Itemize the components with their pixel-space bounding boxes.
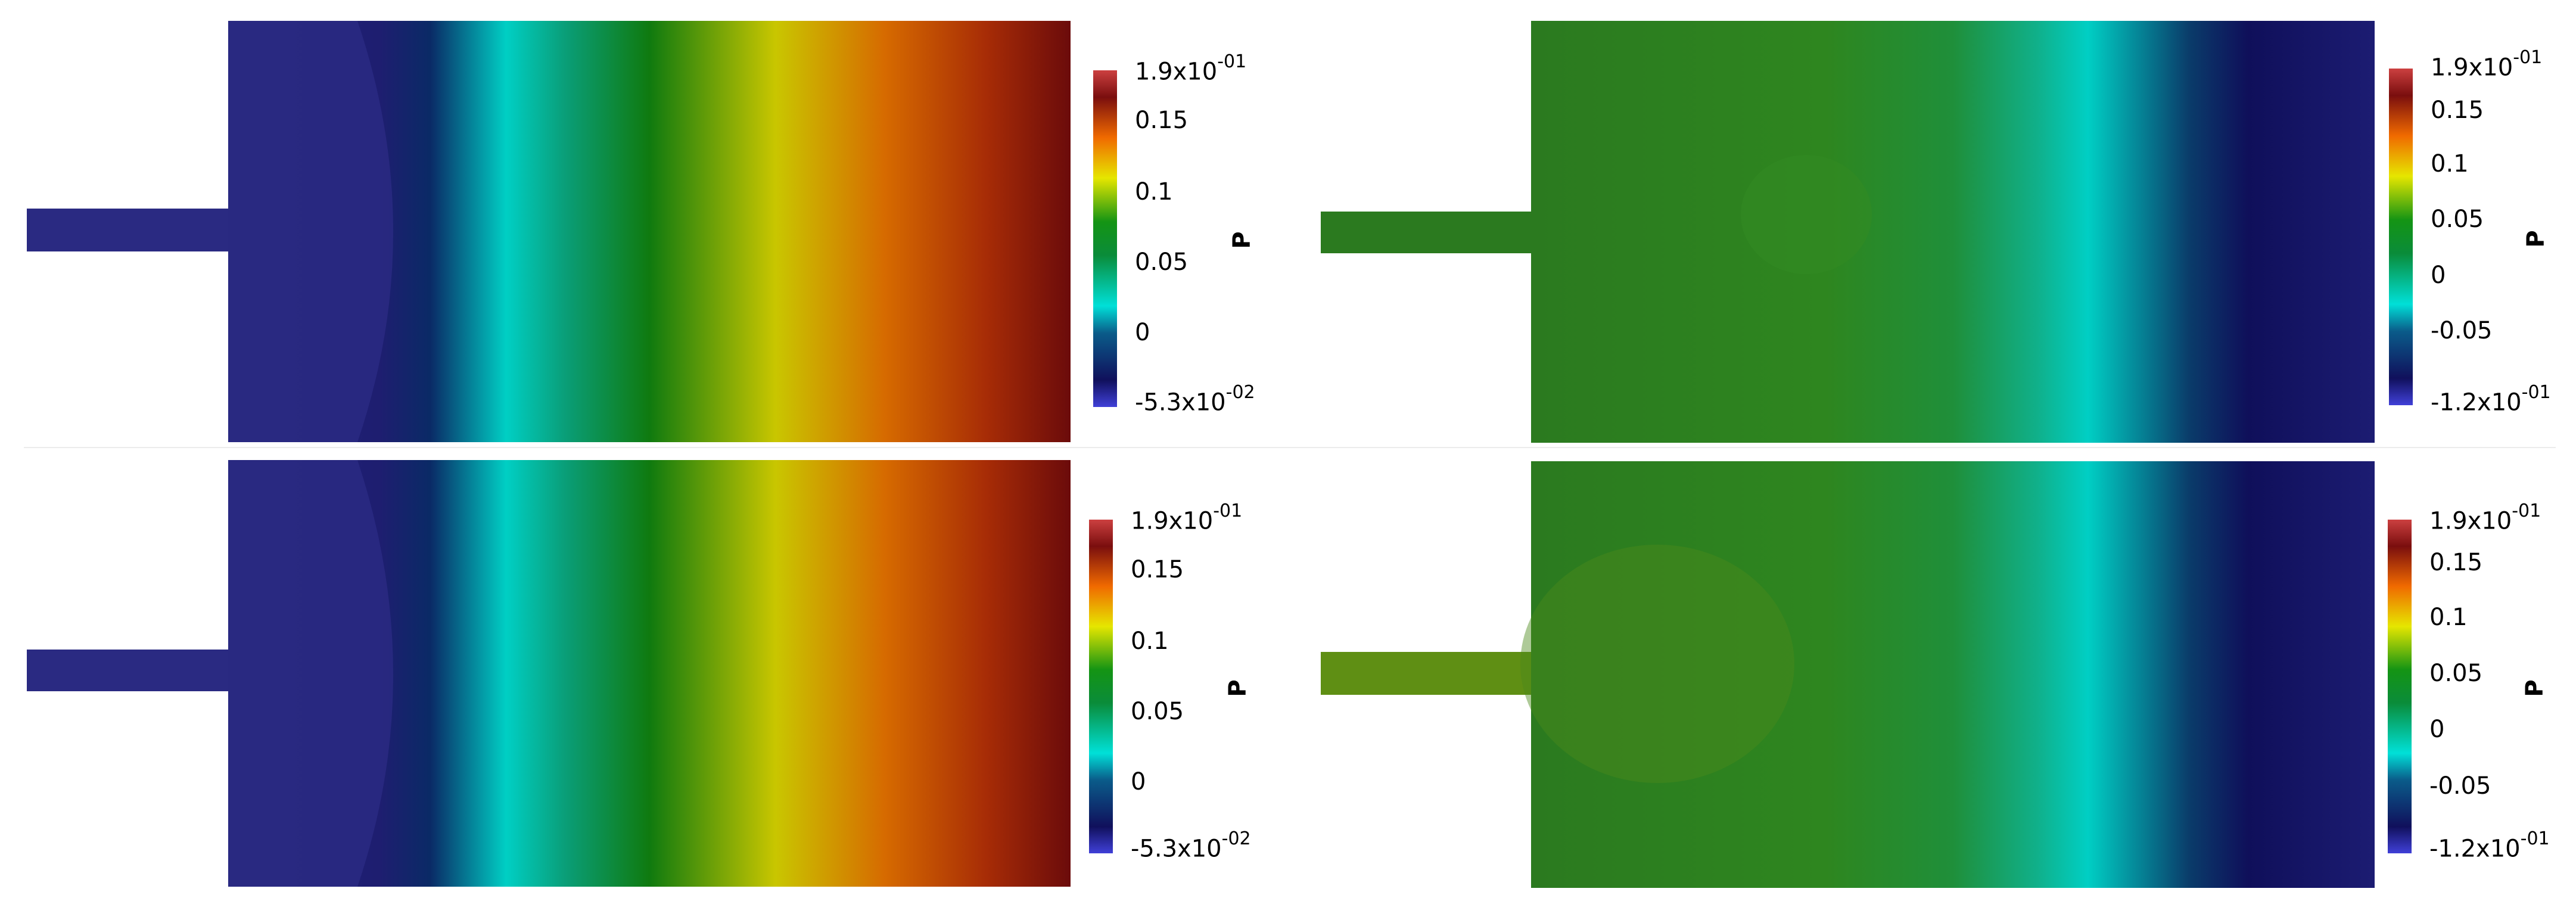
colorbar-title: P [2521, 679, 2549, 697]
jet-core [1741, 155, 1872, 274]
colorbar-tick: 0.1 [2431, 150, 2469, 178]
colorbar-title: P [2522, 230, 2550, 248]
colorbar-tick: -0.05 [2431, 317, 2493, 344]
colorbar-tick: 0 [1135, 319, 1150, 346]
colorbar-tick: 0.15 [1131, 556, 1184, 583]
colorbar-tick: 0.05 [2429, 660, 2483, 687]
domain-region [1531, 461, 2375, 888]
colorbar-tick: 0.1 [2429, 604, 2468, 631]
colorbar-tick: 0.15 [2429, 549, 2483, 576]
domain-region [1531, 21, 2375, 443]
inlet-channel [27, 209, 229, 251]
colorbar-tick: 0.05 [1135, 248, 1189, 276]
colorbar-tick: 0.1 [1131, 627, 1169, 655]
field-plot [27, 21, 1117, 442]
panel-bottom-right: 1.9x10-01 0.15 0.1 0.05 0 -0.05 -1.2x10-… [1288, 449, 2576, 899]
panel-bottom-left: 1.9x10-01 0.15 0.1 0.05 0 -5.3x10-02 P [0, 449, 1288, 899]
colorbar-tick: 0.15 [1135, 107, 1189, 134]
low-pressure-region [228, 21, 393, 442]
colorbar-min: -5.3x10-02 [1135, 382, 1255, 417]
colorbar-min: -5.3x10-02 [1131, 828, 1251, 863]
colorbar-tick: 0.15 [2431, 97, 2484, 124]
panel-top-right: 1.9x10-01 0.15 0.1 0.05 0 -0.05 -1.2x10-… [1288, 0, 2576, 449]
panel-top-left: 1.9x10-01 0.15 0.1 0.05 0 -5.3x10-02 P [0, 0, 1288, 449]
turbulent-jet [1520, 545, 1794, 783]
colorbar-tick: -0.05 [2429, 772, 2491, 800]
colorbar-title: P [1228, 231, 1256, 249]
panel-divider [24, 447, 2556, 448]
colorbar-tick: 0.05 [1131, 698, 1184, 725]
colorbar-min: -1.2x10-01 [2429, 828, 2550, 863]
colorbar-tick: 0 [2431, 262, 2446, 289]
low-pressure-region [228, 460, 393, 887]
field-plot [1321, 21, 2413, 443]
colorbar-min: -1.2x10-01 [2431, 382, 2551, 417]
colorbar-max: 1.9x10-01 [2429, 501, 2541, 535]
inlet-channel [27, 650, 229, 691]
colorbar-max: 1.9x10-01 [1131, 501, 1243, 535]
colorbar [1089, 520, 1113, 853]
colorbar-max: 1.9x10-01 [2431, 47, 2543, 82]
colorbar [2388, 520, 2412, 853]
colorbar [1093, 70, 1117, 407]
field-plot [1321, 461, 2412, 888]
colorbar-tick: 0 [1131, 768, 1146, 796]
colorbar [2389, 69, 2413, 405]
colorbar-tick: 0.1 [1135, 178, 1173, 206]
colorbar-tick: 0.05 [2431, 206, 2484, 233]
colorbar-tick: 0 [2429, 716, 2445, 743]
colorbar-title: P [1224, 679, 1252, 697]
field-plot [27, 460, 1113, 887]
colorbar-max: 1.9x10-01 [1135, 51, 1247, 86]
